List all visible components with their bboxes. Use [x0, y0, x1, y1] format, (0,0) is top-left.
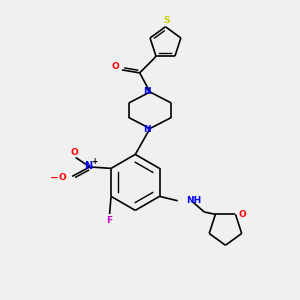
Text: NH: NH	[186, 196, 201, 205]
Text: +: +	[92, 157, 98, 166]
Text: S: S	[164, 16, 170, 26]
Text: O: O	[70, 148, 78, 157]
Text: N: N	[84, 161, 92, 171]
Text: F: F	[106, 216, 112, 225]
Text: O: O	[112, 62, 119, 71]
Text: N: N	[143, 124, 150, 134]
Text: −: −	[50, 173, 59, 183]
Text: N: N	[143, 87, 150, 96]
Text: O: O	[58, 173, 66, 182]
Text: O: O	[238, 210, 246, 219]
